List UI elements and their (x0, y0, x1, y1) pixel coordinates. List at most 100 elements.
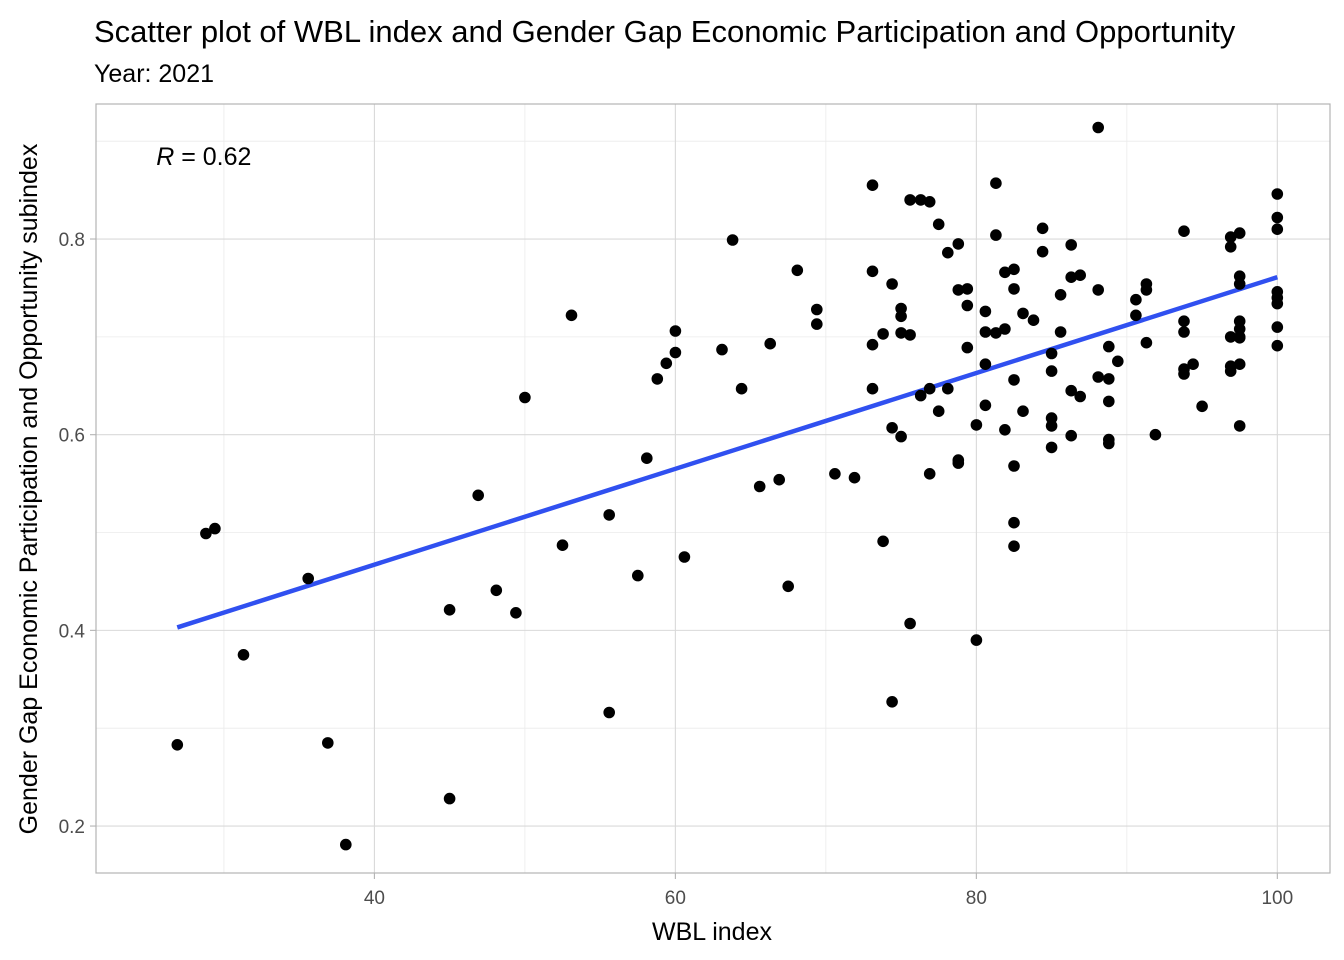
data-point (565, 309, 578, 322)
data-point (1178, 225, 1190, 237)
data-point (811, 303, 823, 316)
data-point (979, 305, 992, 318)
data-point (1271, 339, 1284, 352)
data-point (237, 649, 250, 661)
data-point (1008, 540, 1020, 552)
correlation-annotation: R = 0.62 (156, 143, 251, 171)
data-point (443, 604, 456, 616)
x-tick-label: 100 (1261, 888, 1293, 909)
data-point (1092, 284, 1104, 296)
chart-title: Scatter plot of WBL index and Gender Gap… (94, 14, 1236, 49)
data-point (1178, 315, 1190, 328)
data-point (1112, 355, 1124, 368)
data-point (999, 424, 1011, 436)
data-point (340, 838, 352, 851)
data-point (952, 284, 965, 296)
data-point (866, 265, 879, 278)
data-point (1054, 326, 1067, 338)
data-point (1140, 336, 1153, 349)
data-point (848, 471, 861, 484)
data-point (990, 229, 1002, 241)
data-point (1036, 245, 1049, 258)
data-point (209, 522, 221, 535)
x-tick-label: 80 (966, 888, 987, 909)
data-point (1187, 358, 1199, 371)
data-point (914, 194, 927, 206)
data-point (970, 419, 983, 431)
data-point (1036, 222, 1049, 235)
data-point (1224, 231, 1237, 243)
data-point (990, 327, 1002, 339)
data-point (782, 580, 794, 593)
data-point (1149, 428, 1162, 441)
data-point (829, 468, 841, 480)
data-point (1008, 460, 1020, 472)
data-point (1140, 284, 1153, 296)
data-point (886, 422, 898, 434)
data-point (999, 266, 1011, 279)
data-point (735, 382, 748, 395)
data-point (1233, 278, 1246, 290)
data-point (1271, 297, 1284, 310)
data-point (914, 389, 927, 402)
grid-lines (96, 104, 1330, 873)
data-point (1224, 331, 1237, 343)
data-point (923, 468, 936, 480)
data-point (651, 373, 664, 385)
data-point (1008, 374, 1020, 386)
data-point (1224, 241, 1237, 253)
data-point (669, 346, 682, 359)
data-point (1103, 340, 1115, 353)
data-point (1017, 307, 1029, 320)
data-point (1196, 400, 1208, 413)
data-point (952, 238, 965, 250)
y-tick-label: 0.6 (59, 426, 85, 447)
y-tick-label: 0.8 (59, 230, 85, 251)
data-point (866, 179, 879, 191)
data-point (1130, 293, 1142, 306)
data-point (895, 327, 907, 339)
data-point (1271, 321, 1284, 333)
data-point (603, 509, 615, 521)
data-point (472, 489, 485, 502)
data-point (1008, 263, 1020, 276)
data-point (669, 325, 682, 337)
data-point (932, 405, 945, 418)
data-point (886, 696, 898, 708)
x-tick-label: 60 (665, 888, 686, 909)
chart-subtitle: Year: 2021 (94, 60, 214, 88)
data-point (1092, 371, 1104, 383)
data-point (1065, 384, 1077, 397)
data-point (1130, 309, 1142, 322)
y-tick-label: 0.2 (59, 817, 85, 838)
data-point (961, 341, 974, 354)
data-point (877, 535, 889, 548)
data-point (990, 177, 1002, 189)
data-point (866, 382, 879, 395)
data-points (171, 121, 1284, 851)
correlation-label: R (156, 143, 174, 171)
data-point (1103, 437, 1115, 450)
x-axis-ticks: 40 60 80 100 (364, 873, 1293, 909)
data-point (979, 399, 992, 412)
data-point (1074, 390, 1086, 403)
data-point (1045, 441, 1058, 454)
data-point (811, 318, 823, 330)
data-point (1017, 405, 1029, 418)
data-point (1271, 188, 1284, 200)
data-point (519, 391, 531, 404)
data-point (979, 358, 992, 371)
data-point (866, 338, 879, 351)
data-point (923, 382, 936, 395)
data-point (1008, 283, 1020, 295)
data-point (200, 527, 212, 540)
data-point (1103, 373, 1115, 385)
y-tick-label: 0.4 (59, 621, 86, 642)
data-point (923, 196, 936, 208)
data-point (1008, 516, 1020, 529)
data-point (999, 323, 1011, 335)
data-point (1065, 429, 1077, 442)
data-point (678, 551, 691, 563)
data-point (1045, 365, 1058, 377)
